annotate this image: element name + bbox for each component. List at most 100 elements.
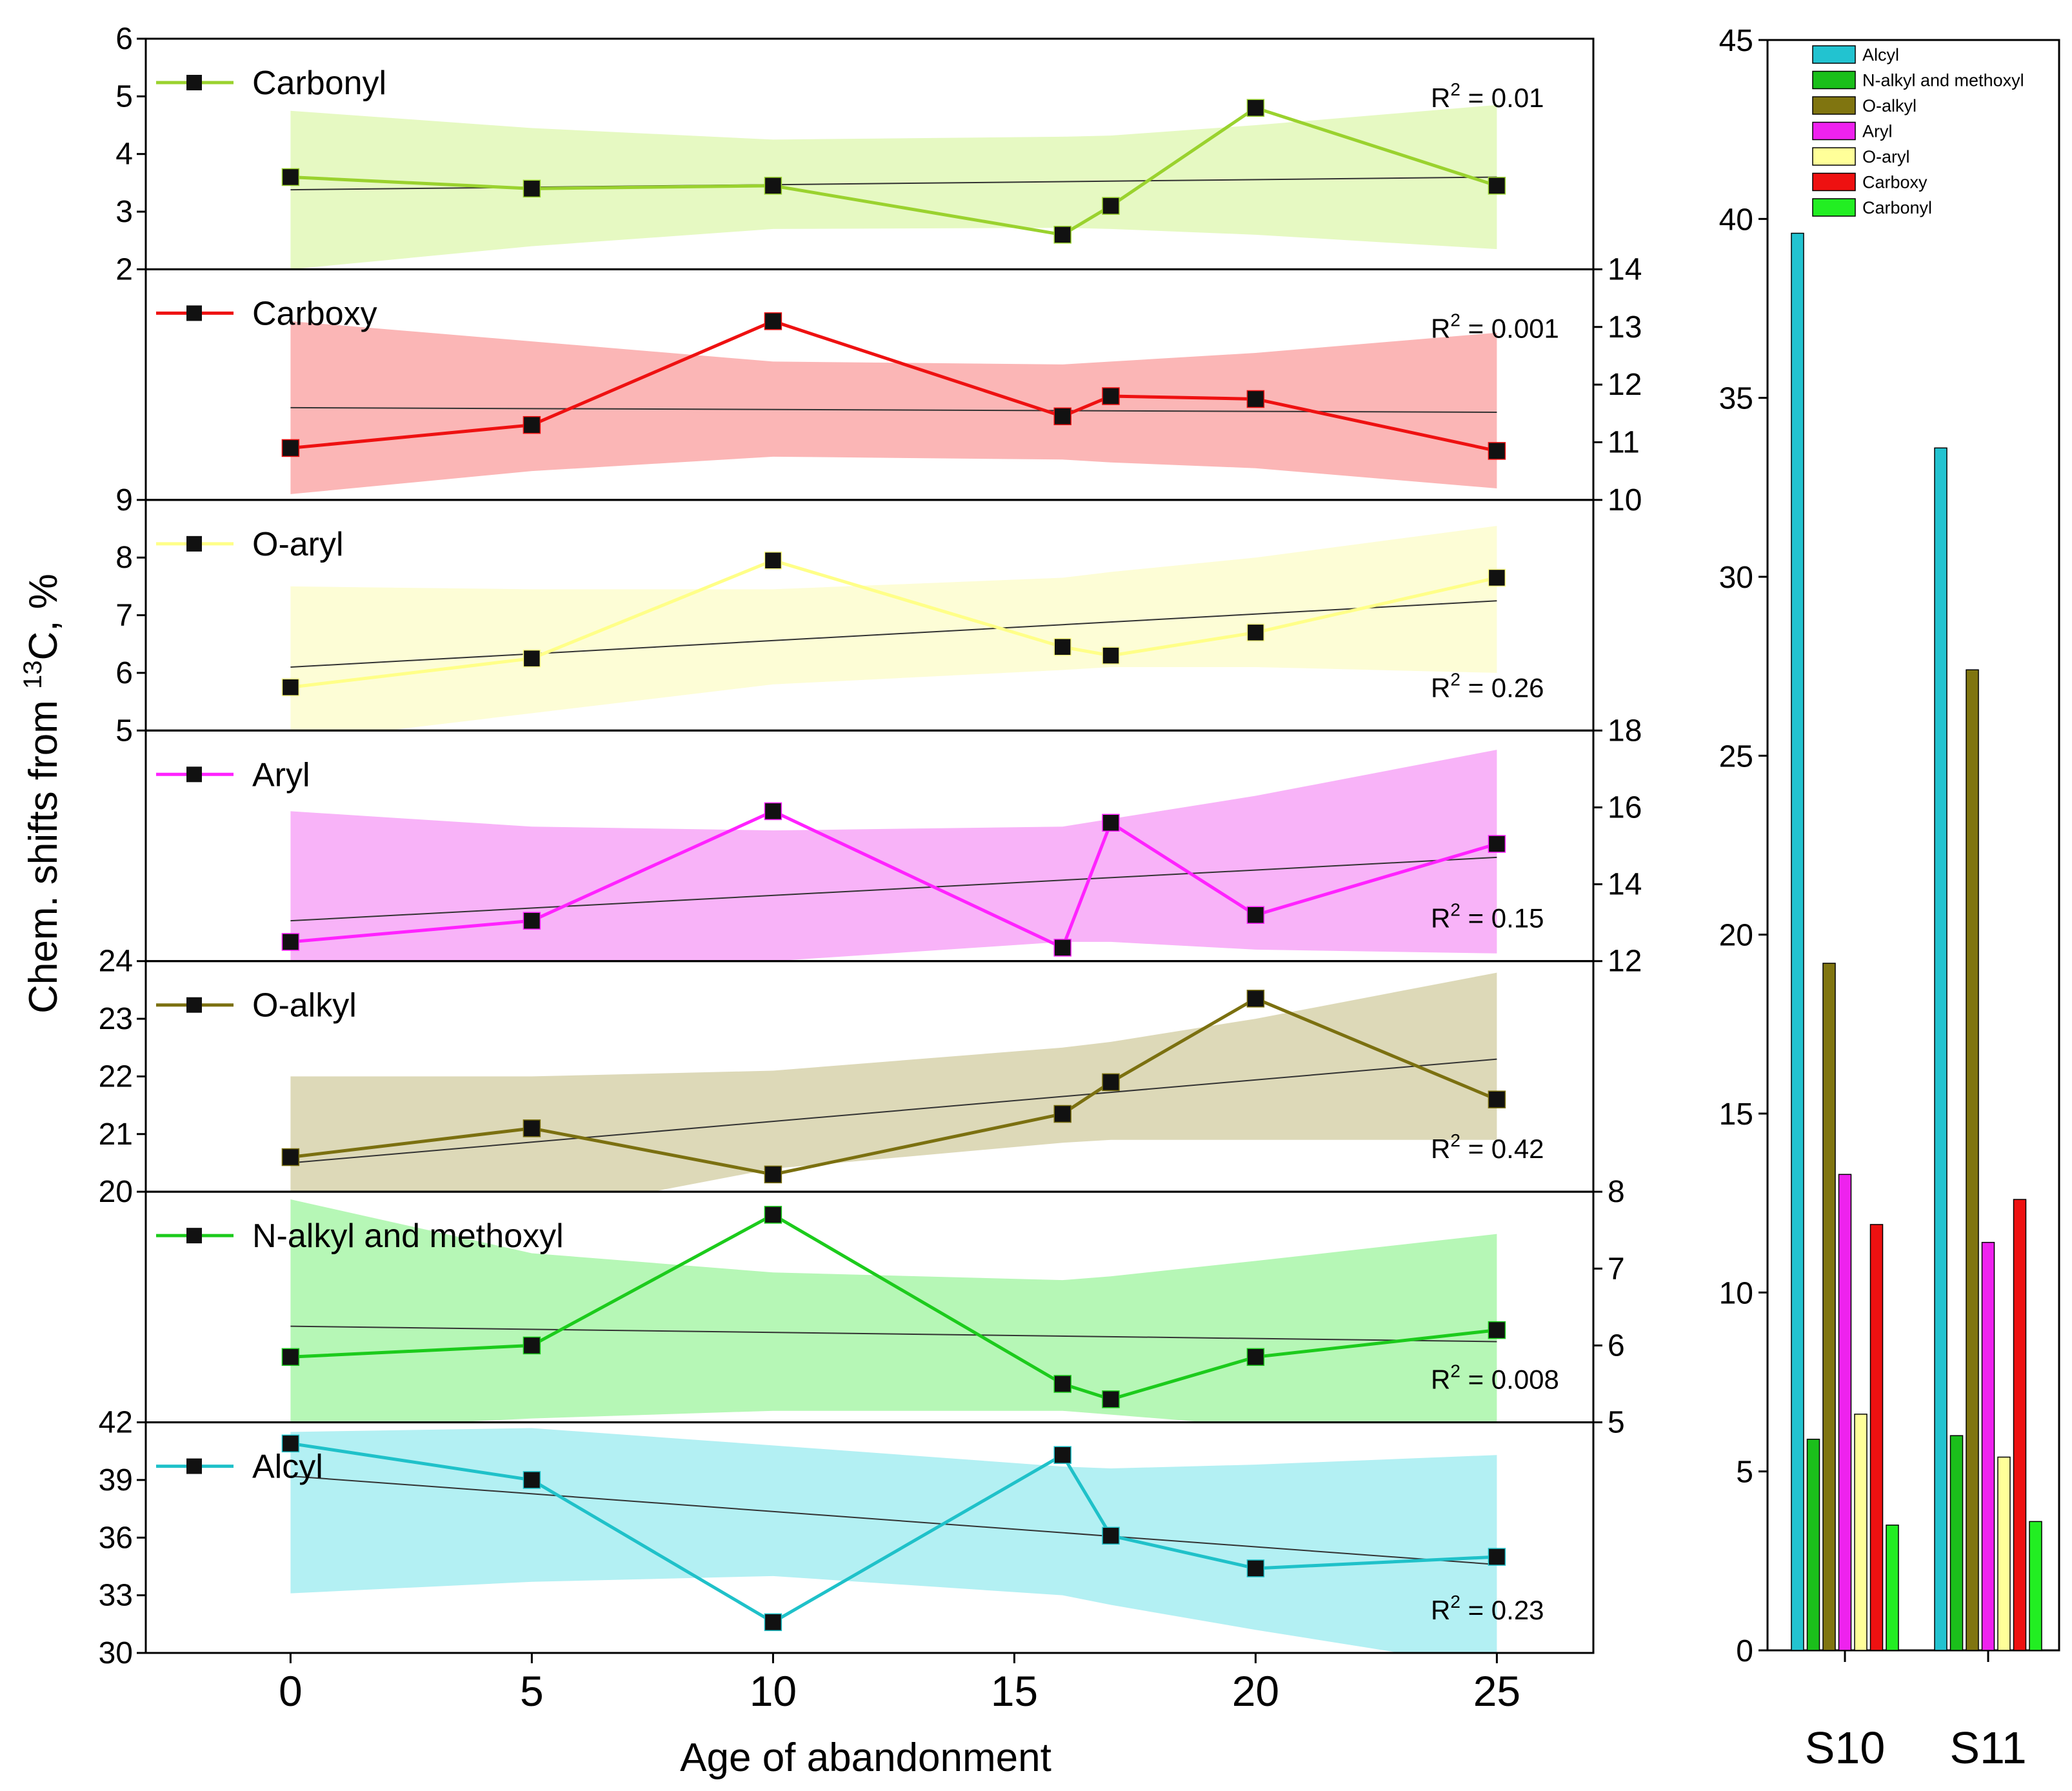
data-point — [523, 912, 540, 929]
data-point — [1488, 1322, 1505, 1339]
bar-aryl — [1839, 1174, 1851, 1650]
legend-swatch — [1813, 72, 1855, 89]
legend-label: Carbonyl — [252, 65, 386, 102]
y-tick-label: 12 — [1608, 945, 1642, 979]
data-point — [764, 1206, 781, 1223]
legend-swatch — [1813, 148, 1855, 165]
y-tick-label: 6 — [115, 656, 133, 690]
r-squared-label: R2 = 0.26 — [1431, 669, 1544, 703]
y-tick-label: 11 — [1608, 426, 1640, 460]
y-tick-label: 33 — [99, 1579, 133, 1613]
data-point — [1247, 99, 1264, 116]
y-tick-label: 5 — [115, 79, 133, 114]
legend-label: O-alkyl — [252, 987, 357, 1025]
data-point — [1054, 1376, 1071, 1392]
r-squared-label: R2 = 0.23 — [1431, 1592, 1544, 1625]
data-point — [523, 180, 540, 197]
bar-carbonyl — [2029, 1521, 2042, 1650]
y-tick-label: 10 — [1608, 483, 1642, 517]
data-point — [1054, 1446, 1071, 1463]
data-point — [523, 417, 540, 434]
legend-label: N-alkyl and methoxyl — [252, 1217, 564, 1255]
y-tick-label: 3 — [115, 195, 133, 229]
bar-alcyl — [1935, 448, 1947, 1650]
data-point — [1054, 408, 1071, 425]
data-point — [764, 803, 781, 819]
data-point — [1247, 624, 1264, 641]
data-point — [523, 650, 540, 667]
legend-swatch — [1813, 174, 1855, 191]
data-point — [1102, 197, 1119, 214]
y-tick-label: 20 — [99, 1175, 133, 1209]
legend-label: Aryl — [1862, 122, 1893, 141]
bar-n-alkyl-and-methoxyl — [1808, 1439, 1820, 1650]
data-point — [282, 1149, 299, 1166]
data-point — [1054, 939, 1071, 956]
y-tick-label: 6 — [1608, 1328, 1625, 1363]
x-tick-label: 5 — [520, 1667, 544, 1715]
y-tick-label: 8 — [1608, 1175, 1625, 1209]
data-point — [1102, 388, 1119, 405]
y-tick-label: 39 — [99, 1463, 133, 1497]
y-tick-label: 9 — [115, 483, 133, 517]
y-tick-label: 7 — [1608, 1252, 1625, 1286]
x-tick-label: 15 — [991, 1667, 1038, 1715]
bar-carboxy — [2014, 1199, 2026, 1650]
legend-label: O-aryl — [252, 526, 344, 563]
y-tick-label: 5 — [1608, 1406, 1625, 1440]
y-tick-label: 20 — [1719, 919, 1753, 953]
y-tick-label: 7 — [115, 599, 133, 633]
data-point — [764, 1166, 781, 1183]
data-point — [764, 1614, 781, 1630]
y-tick-label: 15 — [1719, 1097, 1753, 1132]
data-point — [1247, 990, 1264, 1007]
data-point — [764, 552, 781, 569]
y-tick-label: 21 — [99, 1117, 133, 1152]
y-tick-label: 0 — [1736, 1634, 1753, 1668]
y-tick-label: 22 — [99, 1059, 133, 1094]
bar-aryl — [1982, 1243, 1995, 1650]
y-tick-label: 12 — [1608, 368, 1642, 402]
y-tick-label: 18 — [1608, 714, 1642, 748]
r-squared-label: R2 = 0.008 — [1431, 1361, 1559, 1395]
legend-label: Aryl — [252, 756, 310, 794]
y-tick-label: 8 — [115, 541, 133, 575]
bar-o-aryl — [1998, 1457, 2010, 1650]
x-tick-label: 25 — [1473, 1667, 1520, 1715]
legend-marker — [186, 1228, 202, 1243]
data-point — [1102, 1074, 1119, 1090]
y-tick-label: 4 — [115, 137, 133, 172]
legend-swatch — [1813, 97, 1855, 114]
y-tick-label: 30 — [99, 1636, 133, 1670]
r-squared-label: R2 = 0.42 — [1431, 1130, 1544, 1164]
y-tick-label: 35 — [1719, 382, 1753, 416]
y-tick-label: 5 — [115, 714, 133, 748]
y-tick-label: 10 — [1719, 1276, 1753, 1310]
data-point — [1102, 814, 1119, 831]
y-tick-label: 40 — [1719, 203, 1753, 237]
data-point — [1247, 390, 1264, 407]
data-point — [1488, 569, 1505, 586]
bar-o-aryl — [1855, 1414, 1867, 1650]
data-point — [764, 313, 781, 330]
data-point — [1247, 1348, 1264, 1365]
y-tick-label: 25 — [1719, 739, 1753, 774]
category-label: S11 — [1949, 1723, 2026, 1773]
data-point — [523, 1472, 540, 1488]
data-point — [1488, 835, 1505, 852]
data-point — [1102, 1391, 1119, 1408]
x-tick-label: 20 — [1232, 1667, 1279, 1715]
data-point — [1488, 443, 1505, 459]
y-axis-title-post: C, % — [21, 574, 66, 660]
data-point — [1054, 639, 1071, 655]
legend-marker — [186, 1459, 202, 1474]
legend-marker — [186, 766, 202, 782]
data-point — [282, 1348, 299, 1365]
y-tick-label: 14 — [1608, 868, 1642, 902]
y-tick-label: 14 — [1608, 252, 1642, 286]
y-tick-label: 2 — [115, 252, 133, 286]
y-axis-title-pre: Chem. shifts from — [21, 689, 66, 1014]
y-tick-label: 45 — [1719, 24, 1753, 58]
legend-marker — [186, 75, 202, 90]
y-axis-title-sup: 13 — [19, 660, 47, 689]
